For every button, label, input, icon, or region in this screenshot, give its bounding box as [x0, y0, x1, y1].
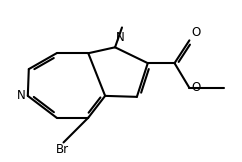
Text: Br: Br — [56, 144, 69, 156]
Text: O: O — [191, 26, 201, 39]
Text: O: O — [191, 81, 201, 94]
Text: N: N — [116, 31, 125, 44]
Text: N: N — [17, 89, 26, 102]
